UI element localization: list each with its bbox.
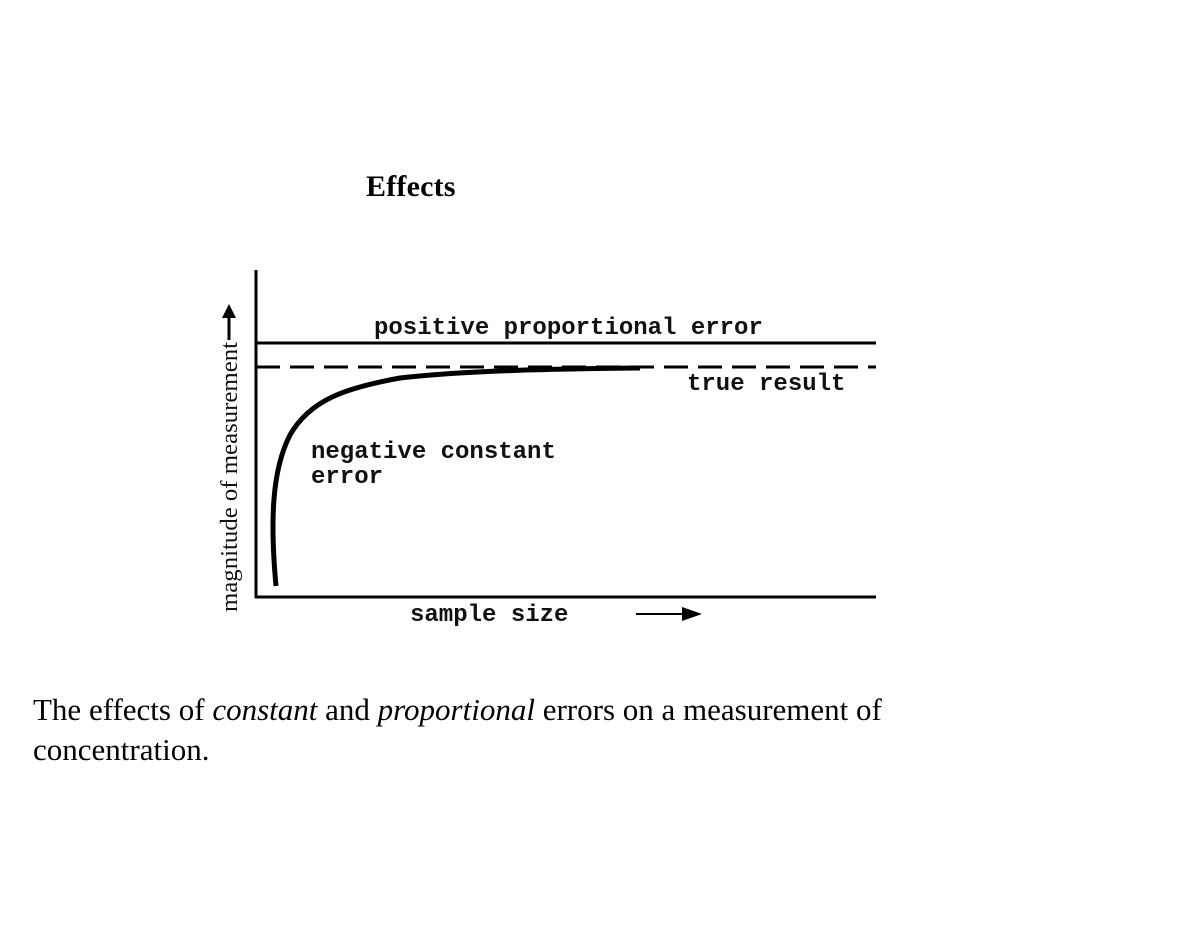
y-axis-label: magnitude of measurement — [217, 342, 243, 612]
caption-emphasis-constant: constant — [212, 692, 318, 727]
x-axis-label: sample size — [410, 602, 568, 629]
positive-proportional-error-label: positive proportional error — [374, 315, 763, 342]
negative-constant-error-label-line1: negative constant — [311, 439, 556, 466]
true-result-label: true result — [687, 371, 845, 398]
figure-caption: The effects of constant and proportional… — [33, 690, 1033, 770]
negative-constant-error-label-line2: error — [311, 464, 383, 491]
page-title: Effects — [366, 170, 456, 203]
y-axis-label-group: magnitude of measurement — [217, 304, 243, 612]
negative-constant-error-curve — [270, 365, 641, 587]
x-axis-arrow-icon — [636, 607, 702, 621]
caption-part-2: and — [317, 692, 378, 727]
caption-part-3: errors on a measurement of concentration… — [33, 692, 882, 767]
caption-emphasis-proportional: proportional — [377, 692, 535, 727]
caption-part-1: The effects of — [33, 692, 213, 727]
y-axis-arrow-icon — [222, 304, 236, 340]
